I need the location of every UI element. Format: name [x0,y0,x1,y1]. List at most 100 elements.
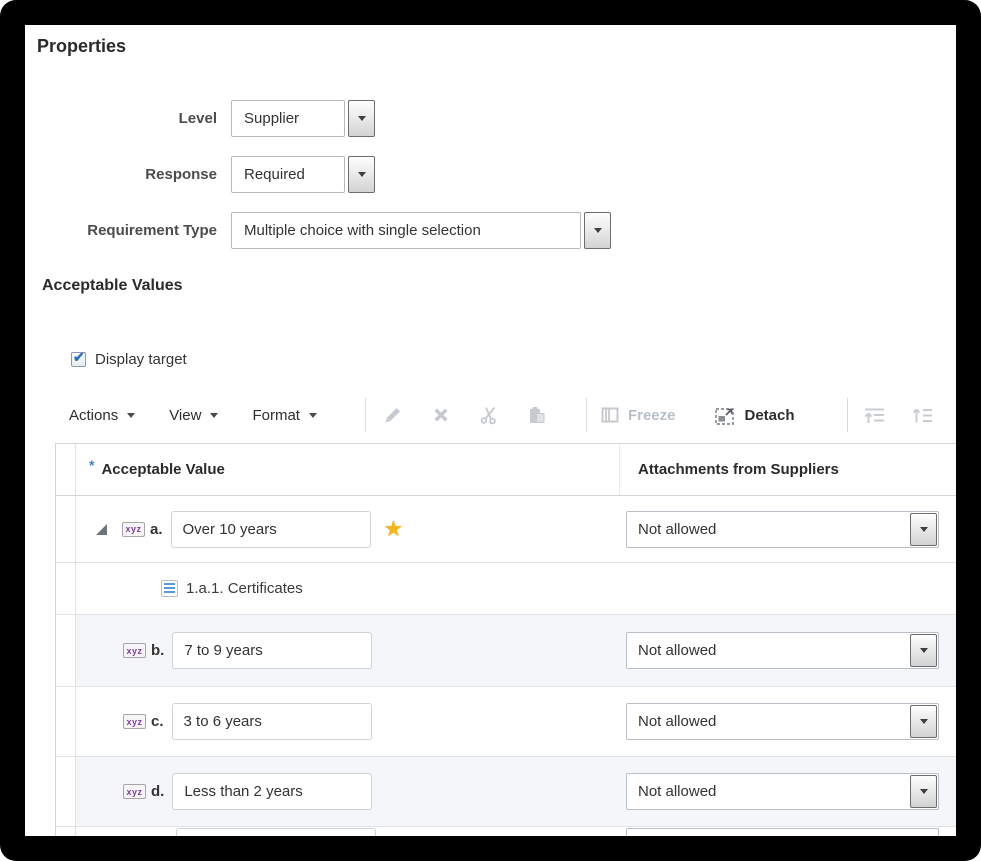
delete-icon-button[interactable] [428,402,454,428]
row-selector-cell[interactable] [56,496,76,562]
attachment-category-icon [161,580,178,597]
acceptable-value-input[interactable]: 3 to 6 years [171,703,372,740]
freeze-icon [601,407,619,423]
row-selector-cell [56,827,76,836]
acceptable-value-input[interactable]: Less than 2 years [172,773,373,810]
attachments-select-button[interactable] [910,512,937,546]
text-value-type-icon: xyz [123,643,146,658]
attachments-select-button[interactable] [910,634,937,667]
row-selector-cell[interactable] [56,563,76,614]
table-header-row: * Acceptable Value Attachments from Supp… [56,444,956,496]
row-selector-cell[interactable] [56,687,76,756]
toolbar-separator [585,398,587,432]
table-row-a: xyz a. Over 10 years ★ Not allowed [56,496,956,563]
level-select-value[interactable]: Supplier [231,99,345,137]
attachments-select-button[interactable] [910,775,937,808]
detach-icon [714,407,734,425]
display-target-label: Display target [95,351,187,368]
row-selector-cell[interactable] [56,757,76,826]
table-toolbar: Actions View Format Freeze [25,389,956,441]
text-value-type-icon: xyz [123,714,146,729]
level-select-button[interactable] [348,99,375,137]
table-row-d: xyz d. Less than 2 years Not allowed [56,757,956,827]
level-label: Level [178,109,217,127]
response-label: Response [145,165,217,183]
header-selector-cell [56,444,76,495]
chevron-down-icon [919,719,928,724]
attachments-select-button[interactable] [910,705,937,738]
text-value-type-icon: xyz [123,784,146,799]
chevron-down-icon [919,648,928,653]
close-icon [434,408,448,422]
properties-panel: Properties Level Supplier Response Requi… [25,25,956,836]
form-row-requirement-type: Requirement Type Multiple choice with si… [25,211,611,249]
scissors-icon [480,406,496,425]
column-header-acceptable-value: * Acceptable Value [89,456,225,479]
attachments-select[interactable]: Not allowed [626,510,939,548]
paste-icon-button[interactable] [524,402,550,428]
form-row-level: Level Supplier [25,99,611,137]
table-row-b: xyz b. 7 to 9 years Not allowed [56,615,956,687]
properties-form: Level Supplier Response Required Require… [25,99,611,267]
menu-dropdown-arrow-icon [210,412,219,418]
text-value-type-icon: xyz [122,521,145,537]
requirement-type-select[interactable]: Multiple choice with single selection [231,211,611,249]
acceptable-value-input[interactable]: 7 to 9 years [172,632,373,669]
partial-next-row [56,827,956,836]
row-selector-cell[interactable] [56,615,76,686]
menu-dropdown-arrow-icon [127,412,136,418]
response-select-value[interactable]: Required [231,155,345,193]
acceptable-value-input[interactable]: Over 10 years [170,510,371,548]
clipped-input-top [176,828,376,836]
column-header-attachments: Attachments from Suppliers [619,444,956,495]
chevron-down-icon [593,227,602,233]
chevron-down-icon [919,526,928,532]
toolbar-separator [364,398,366,432]
move-up-icon-button[interactable] [910,402,936,428]
attachment-category-label: 1.a.1. Certificates [186,580,303,597]
form-row-response: Response Required [25,155,611,193]
toolbar-separator [846,398,848,432]
view-menu[interactable]: View [169,407,219,424]
display-target-checkbox[interactable]: ✔ [71,349,86,367]
response-select-button[interactable] [348,155,375,193]
table-row-certificates: 1.a.1. Certificates [56,563,956,615]
row-letter: c. [151,713,164,730]
acceptable-values-title: Acceptable Values [42,277,183,294]
requirement-type-label: Requirement Type [87,221,217,239]
attachments-select[interactable]: Not allowed [626,632,939,669]
edit-icon-button[interactable] [380,402,406,428]
row-letter: d. [151,783,165,800]
move-to-top-icon-button[interactable] [862,402,888,428]
required-asterisk: * [89,456,95,473]
freeze-button[interactable]: Freeze [601,406,676,424]
expand-node-icon[interactable] [96,523,107,535]
display-target-row: ✔ Display target [71,349,187,368]
chevron-down-icon [357,171,366,177]
attachments-select[interactable]: Not allowed [626,773,939,810]
actions-menu[interactable]: Actions [69,407,136,424]
arrow-up-lines-icon [912,408,933,422]
target-star-icon: ★ [383,516,404,541]
attachments-select[interactable]: Not allowed [626,703,939,740]
menu-dropdown-arrow-icon [308,412,317,418]
detach-button[interactable]: Detach [714,405,795,426]
level-select[interactable]: Supplier [231,99,375,137]
row-letter: a. [150,520,163,538]
format-menu[interactable]: Format [252,407,317,424]
clipboard-paste-icon [529,407,545,423]
page-title: Properties [37,36,127,56]
response-select[interactable]: Required [231,155,375,193]
chevron-down-icon [919,789,928,794]
clipped-select-top [626,828,939,836]
row-letter: b. [151,642,165,659]
acceptable-values-table: * Acceptable Value Attachments from Supp… [55,443,956,836]
requirement-type-select-button[interactable] [584,211,611,249]
lines-arrow-up-icon [864,408,885,423]
table-row-c: xyz c. 3 to 6 years Not allowed [56,687,956,757]
cut-icon-button[interactable] [476,402,502,428]
checkmark-icon: ✔ [73,349,85,365]
pencil-icon [385,408,400,423]
requirement-type-select-value[interactable]: Multiple choice with single selection [231,211,581,249]
